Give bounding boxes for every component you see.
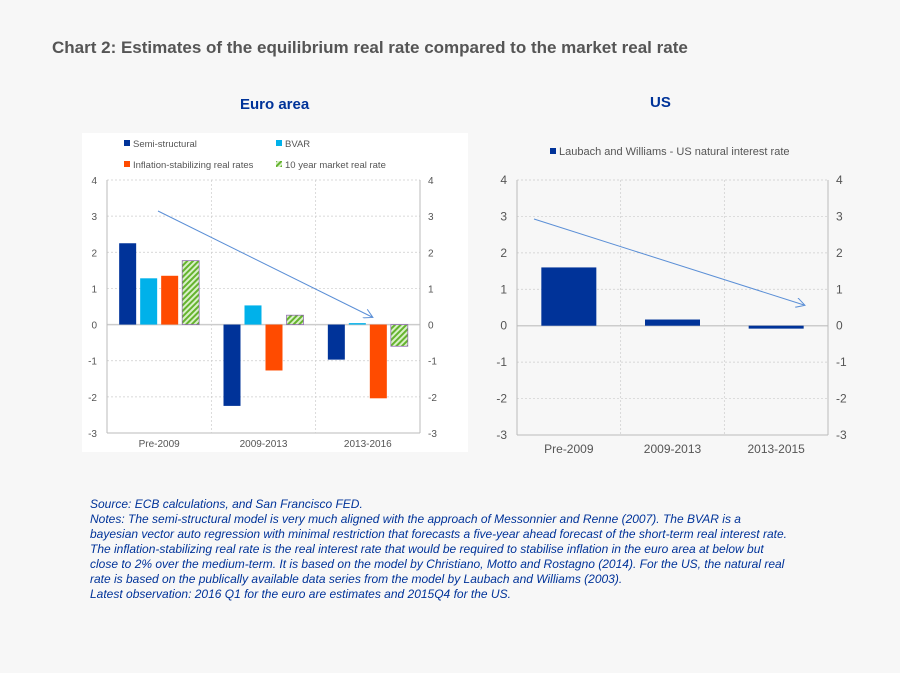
notes: Source: ECB calculations, and San Franci… <box>90 497 870 602</box>
y-tick-label-left: 3 <box>500 209 507 223</box>
note-line: close to 2% over the medium-term. It is … <box>90 557 785 571</box>
note-line: Notes: The semi-structural model is very… <box>90 512 741 526</box>
y-tick-label-right: -1 <box>836 355 847 369</box>
legend-swatch <box>124 140 130 146</box>
y-tick-label-right: 0 <box>428 321 434 332</box>
legend-label: Laubach and Williams - US natural intere… <box>559 146 790 158</box>
legend-swatch <box>550 148 556 154</box>
y-tick-label-left: 4 <box>500 173 507 187</box>
legend-swatch <box>276 140 282 146</box>
y-tick-label-right: -3 <box>428 429 437 440</box>
y-tick-label-right: 2 <box>428 248 434 259</box>
x-tick-label: Pre-2009 <box>544 442 594 456</box>
y-tick-label-left: 1 <box>91 284 97 295</box>
bar-10-year-market-real-rate <box>390 324 409 347</box>
x-tick-label: 2009-2013 <box>644 442 702 456</box>
y-tick-label-right: 4 <box>836 173 843 187</box>
y-tick-label-right: 4 <box>428 176 434 187</box>
note-line: Latest observation: 2016 Q1 for the euro… <box>90 587 511 601</box>
y-tick-label-left: 2 <box>91 248 97 259</box>
y-tick-label-left: 4 <box>91 176 97 187</box>
y-tick-label-left: -2 <box>88 393 97 404</box>
x-tick-label: 2013-2016 <box>344 439 392 450</box>
bar-semi-structural <box>119 243 137 325</box>
y-tick-label-right: -3 <box>836 428 847 442</box>
y-tick-label-left: 2 <box>500 246 507 260</box>
note-line: The inflation-stabilizing real rate is t… <box>90 542 764 556</box>
bar-inflation-stabilizing-real-rates <box>161 275 179 325</box>
euro-subtitle: Euro area <box>240 96 310 113</box>
bar-laubach-and-williams-us-natural-interest-rate <box>541 267 597 326</box>
legend-label: Inflation-stabilizing real rates <box>133 160 254 171</box>
trend-arrow <box>157 210 372 317</box>
y-tick-label-right: -2 <box>428 393 437 404</box>
bar-inflation-stabilizing-real-rates <box>369 324 387 399</box>
bar-laubach-and-williams-us-natural-interest-rate <box>645 319 700 326</box>
y-tick-label-left: 0 <box>91 321 97 332</box>
bar-semi-structural <box>327 324 345 360</box>
y-tick-label-left: -2 <box>496 392 507 406</box>
y-tick-label-right: 1 <box>836 282 843 296</box>
y-tick-label-right: 0 <box>836 319 843 333</box>
legend-label: Semi-structural <box>133 139 197 150</box>
bar-inflation-stabilizing-real-rates <box>265 324 283 371</box>
trend-arrow <box>533 218 804 305</box>
us-subtitle: US <box>650 94 671 111</box>
bar-bvar <box>140 278 158 325</box>
y-tick-label-left: -3 <box>496 428 507 442</box>
y-tick-label-left: 0 <box>500 319 507 333</box>
y-tick-label-left: 3 <box>91 212 97 223</box>
chart-title: Chart 2: Estimates of the equilibrium re… <box>52 38 688 57</box>
bar-bvar <box>244 305 262 325</box>
y-tick-label-left: -3 <box>88 429 97 440</box>
y-tick-label-right: -1 <box>428 357 437 368</box>
y-tick-label-right: 2 <box>836 246 843 260</box>
legend-label: 10 year market real rate <box>285 160 386 171</box>
bar-laubach-and-williams-us-natural-interest-rate <box>748 325 804 329</box>
x-tick-label: Pre-2009 <box>139 439 181 450</box>
note-line: bayesian vector auto regression with min… <box>90 527 787 541</box>
y-tick-label-left: -1 <box>88 357 97 368</box>
note-line: Source: ECB calculations, and San Franci… <box>90 497 363 511</box>
x-tick-label: 2013-2015 <box>747 442 805 456</box>
bar-bvar <box>348 323 366 325</box>
y-tick-label-left: 1 <box>500 282 507 296</box>
y-tick-label-left: -1 <box>496 355 507 369</box>
x-tick-label: 2009-2013 <box>240 439 288 450</box>
legend-label: BVAR <box>285 139 310 150</box>
bar-semi-structural <box>223 324 241 406</box>
bar-10-year-market-real-rate <box>181 260 200 325</box>
y-tick-label-right: 3 <box>428 212 434 223</box>
legend-swatch <box>276 161 282 167</box>
bar-10-year-market-real-rate <box>286 314 304 325</box>
note-line: rate is based on the publically availabl… <box>90 572 623 586</box>
y-tick-label-right: 3 <box>836 209 843 223</box>
y-tick-label-right: 1 <box>428 284 434 295</box>
y-tick-label-right: -2 <box>836 392 847 406</box>
legend-swatch <box>124 161 130 167</box>
